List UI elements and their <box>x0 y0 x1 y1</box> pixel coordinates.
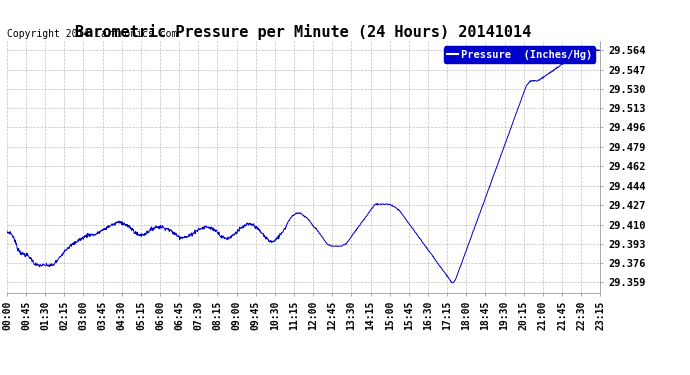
Legend: Pressure  (Inches/Hg): Pressure (Inches/Hg) <box>444 46 595 63</box>
Text: Copyright 2014 Cartronics.com: Copyright 2014 Cartronics.com <box>7 29 177 39</box>
Title: Barometric Pressure per Minute (24 Hours) 20141014: Barometric Pressure per Minute (24 Hours… <box>75 24 532 40</box>
